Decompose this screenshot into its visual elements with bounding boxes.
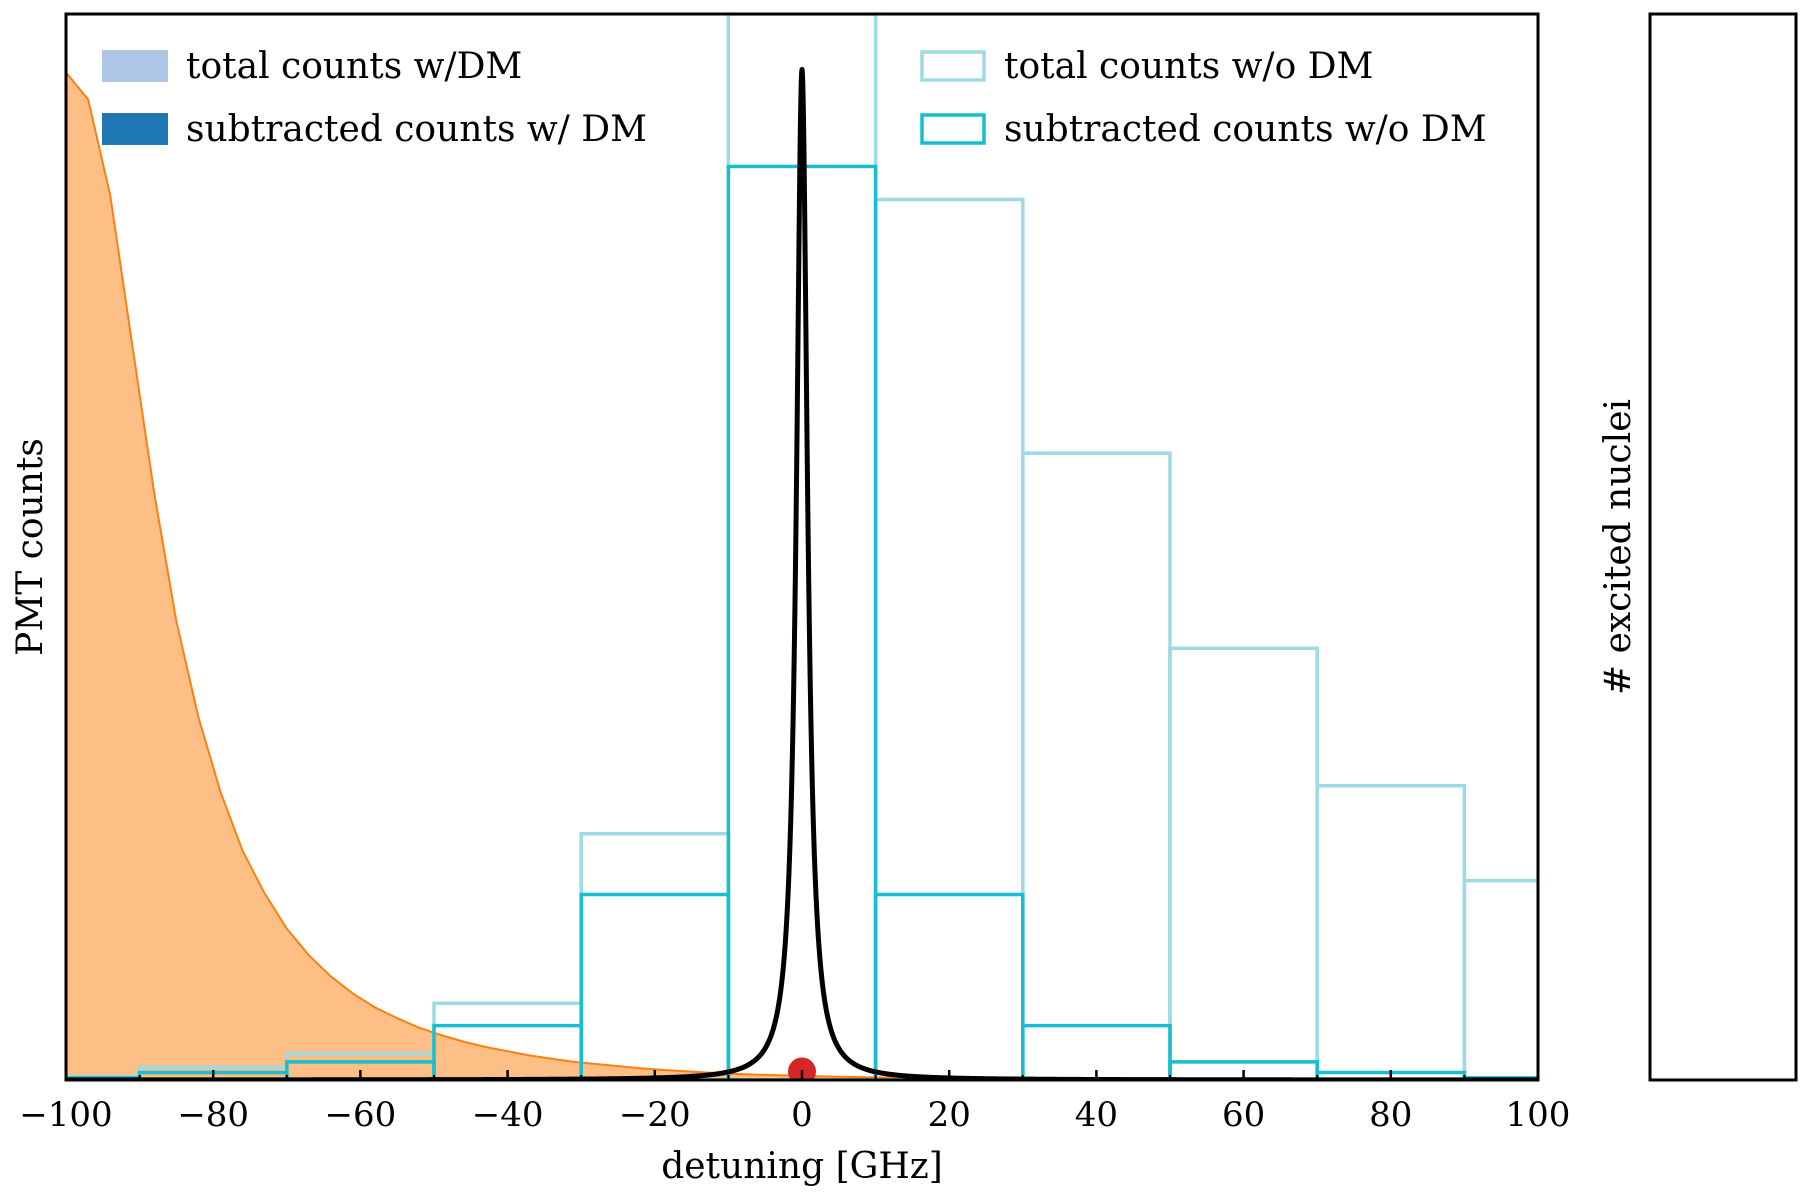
legend: total counts w/DM subtracted counts w/ DM… <box>102 46 1487 150</box>
hist-bar <box>873 892 1025 1080</box>
x-tick-label: −100 <box>19 1095 112 1135</box>
legend-label: total counts w/DM <box>186 46 522 87</box>
hist-bar <box>1021 451 1172 1080</box>
hist-bar <box>579 892 731 1080</box>
legend-entry: subtracted counts w/o DM <box>920 109 1487 150</box>
legend-entry: subtracted counts w/ DM <box>102 109 647 150</box>
x-tick-label: −20 <box>619 1095 691 1135</box>
x-tick-label: −80 <box>177 1095 249 1135</box>
hist-bar <box>726 164 878 1080</box>
side-panel <box>1648 12 1798 1082</box>
legend-swatch <box>102 113 168 145</box>
hist-bar <box>579 832 731 1080</box>
x-axis-label: detuning [GHz] <box>661 1146 943 1187</box>
x-tick-label: 100 <box>1506 1095 1571 1135</box>
legend-swatch <box>920 50 986 82</box>
right-axis-label: # excited nuclei <box>1598 399 1639 695</box>
hist-bar <box>1168 646 1319 1080</box>
x-tick-label: −60 <box>325 1095 397 1135</box>
y-axis-label: PMT counts <box>10 438 51 656</box>
x-tick-label: −40 <box>472 1095 544 1135</box>
x-tick-label: 60 <box>1222 1095 1265 1135</box>
legend-entry: total counts w/DM <box>102 46 522 87</box>
hist-bar <box>1315 784 1467 1080</box>
hist-bar <box>1462 878 1538 1080</box>
legend-label: subtracted counts w/o DM <box>1004 109 1487 150</box>
legend-label: total counts w/o DM <box>1004 46 1373 87</box>
hist-bar <box>1021 1023 1172 1080</box>
legend-label: subtracted counts w/ DM <box>186 109 647 150</box>
hist-bar <box>873 197 1025 1080</box>
legend-swatch <box>102 50 168 82</box>
x-tick-label: 80 <box>1369 1095 1412 1135</box>
x-tick-label: 0 <box>791 1095 813 1135</box>
x-axis-ticks: −100 −80 −60 −40 −20 0 20 40 60 80 100 <box>19 1070 1570 1135</box>
legend-entry: total counts w/o DM <box>920 46 1373 87</box>
side-panel-frame <box>1648 12 1798 1082</box>
legend-swatch <box>920 113 986 145</box>
x-tick-label: 40 <box>1075 1095 1118 1135</box>
marker-layer <box>788 1057 816 1080</box>
main-plot-area: −100 −80 −60 −40 −20 0 20 40 60 80 100 total count… <box>19 12 1570 1135</box>
x-tick-label: 20 <box>928 1095 971 1135</box>
marker-point <box>788 1057 816 1080</box>
